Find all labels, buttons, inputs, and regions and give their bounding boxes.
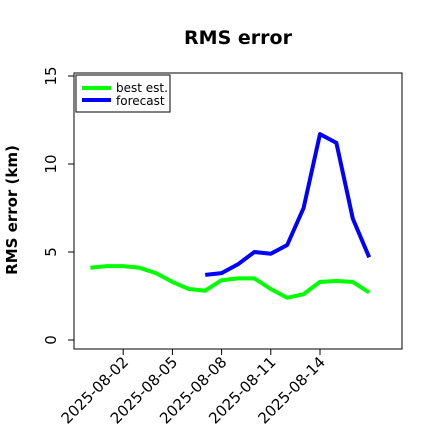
series-line-forecast [204, 132, 372, 277]
plot-frame [73, 72, 403, 350]
legend: best est. forecast [75, 74, 171, 113]
legend-label-forecast: forecast [116, 94, 165, 108]
y-tick-label: 5 [42, 247, 60, 257]
y-axis-label: RMS error (km) [3, 145, 21, 275]
y-tick-label: 0 [42, 335, 60, 345]
legend-box [75, 74, 171, 113]
series-line-best-est [90, 264, 371, 300]
legend-label-best-est: best est. [116, 81, 168, 95]
y-tick-label: 15 [42, 66, 60, 85]
y-tick-label: 10 [42, 154, 60, 173]
plot-lines [90, 132, 372, 300]
chart-title: RMS error [184, 27, 293, 49]
